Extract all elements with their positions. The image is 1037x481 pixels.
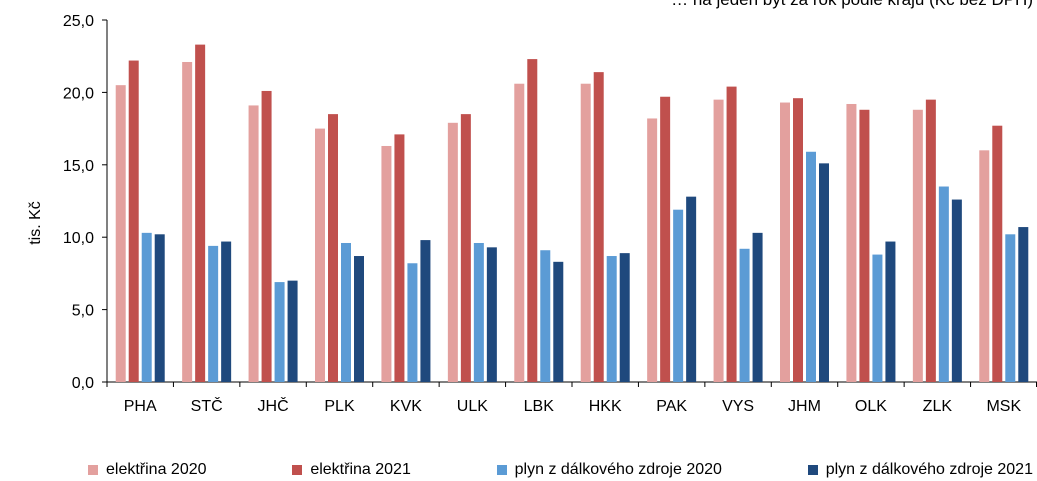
bar xyxy=(154,234,165,382)
legend-swatch xyxy=(496,465,507,475)
bar xyxy=(619,253,630,382)
bar xyxy=(979,150,990,382)
bar xyxy=(141,232,152,382)
bar xyxy=(473,242,484,382)
x-axis: PHA STČ JHČ PLK KVK ULK LBK HKK PAK VYS JHM OLK ZLK M… xyxy=(106,381,1037,415)
bar xyxy=(846,103,857,382)
bar xyxy=(514,83,525,382)
bar xyxy=(660,96,671,382)
bar xyxy=(182,61,193,382)
bar xyxy=(115,85,126,382)
bar xyxy=(793,98,803,382)
x-tick-label: PHA xyxy=(124,398,157,415)
bar xyxy=(686,196,697,382)
bar xyxy=(420,240,431,382)
y-tick-label: 5,0 xyxy=(72,303,94,320)
bar xyxy=(553,261,564,382)
legend-item: plyn z dálkového zdroje 2021 xyxy=(807,461,1033,479)
legend-label: plyn z dálkového zdroje 2020 xyxy=(514,461,722,478)
bar xyxy=(739,248,750,382)
legend-label: elektřina 2020 xyxy=(106,461,207,478)
bar xyxy=(328,114,338,383)
legend-label: plyn z dálkového zdroje 2021 xyxy=(825,461,1033,478)
bar xyxy=(806,151,816,382)
x-tick-label: JHČ xyxy=(258,396,289,415)
x-tick-label: OLK xyxy=(855,398,887,415)
y-axis: 0,0 5,0 10,0 15,0 20,0 25,0 xyxy=(63,13,108,392)
y-tick-label: 15,0 xyxy=(63,158,94,175)
y-axis-label: tis. Kč xyxy=(27,201,44,245)
y-tick-label: 20,0 xyxy=(63,85,94,102)
y-tick-label: 0,0 xyxy=(72,375,94,392)
x-tick-label: PAK xyxy=(656,398,687,415)
bar xyxy=(407,263,418,382)
bar xyxy=(726,86,737,382)
bar xyxy=(819,163,829,382)
chart-title: … na jeden byt za rok podle krajů (Kč be… xyxy=(671,0,1033,9)
y-tick-label: 10,0 xyxy=(63,230,94,247)
bar xyxy=(486,247,497,382)
bar xyxy=(274,282,285,382)
bar xyxy=(248,105,259,382)
legend-label: elektřina 2021 xyxy=(310,461,411,478)
bar xyxy=(647,118,658,383)
bar xyxy=(540,250,551,382)
x-tick-label: MSK xyxy=(986,398,1021,415)
bar xyxy=(593,72,604,383)
bar xyxy=(354,256,364,382)
bar xyxy=(381,145,392,382)
x-tick-label: HKK xyxy=(589,398,622,415)
legend-swatch xyxy=(807,465,818,475)
x-tick-label: KVK xyxy=(390,398,422,415)
bar xyxy=(885,241,896,382)
bar xyxy=(261,90,272,383)
bar xyxy=(752,232,763,382)
bar xyxy=(128,60,139,382)
x-tick-label: PLK xyxy=(324,398,355,415)
bar xyxy=(447,122,458,383)
bar xyxy=(925,99,936,382)
bar xyxy=(1005,234,1016,382)
bar xyxy=(780,102,790,382)
legend-item: plyn z dálkového zdroje 2020 xyxy=(496,461,722,479)
x-tick-label: VYS xyxy=(722,398,754,415)
bar xyxy=(1018,227,1029,382)
bar xyxy=(287,280,298,382)
bar xyxy=(606,256,617,382)
bar xyxy=(713,99,724,382)
bar xyxy=(221,241,232,382)
bar xyxy=(938,186,949,382)
bar xyxy=(195,44,206,383)
bar xyxy=(951,199,962,382)
x-tick-label: STČ xyxy=(191,396,223,415)
y-tick-label: 25,0 xyxy=(63,13,94,30)
legend-swatch xyxy=(88,465,98,475)
x-tick-label: LBK xyxy=(524,398,555,415)
legend-item: elektřina 2021 xyxy=(292,461,411,479)
bar xyxy=(527,59,538,382)
bar xyxy=(580,83,591,382)
bar xyxy=(460,114,471,383)
bar xyxy=(394,134,405,382)
bar xyxy=(912,109,923,382)
bar xyxy=(859,109,870,382)
bar xyxy=(315,128,325,382)
x-tick-label: ZLK xyxy=(923,398,953,415)
bar xyxy=(992,125,1003,382)
bar xyxy=(673,209,684,382)
bars-group xyxy=(115,44,1029,383)
legend-item: elektřina 2020 xyxy=(88,461,207,479)
bar xyxy=(208,245,219,382)
x-tick-label: ULK xyxy=(457,398,488,415)
bar xyxy=(341,242,351,382)
bar xyxy=(872,254,883,382)
x-tick-label: JHM xyxy=(788,398,821,415)
legend-swatch xyxy=(292,465,303,475)
legend: elektřina 2020 elektřina 2021 plyn z dálko… xyxy=(88,459,1033,481)
